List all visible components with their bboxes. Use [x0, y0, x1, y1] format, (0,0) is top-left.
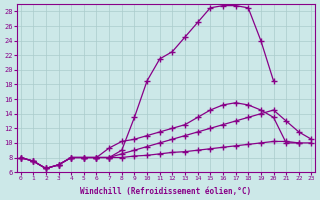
X-axis label: Windchill (Refroidissement éolien,°C): Windchill (Refroidissement éolien,°C) [80, 187, 252, 196]
